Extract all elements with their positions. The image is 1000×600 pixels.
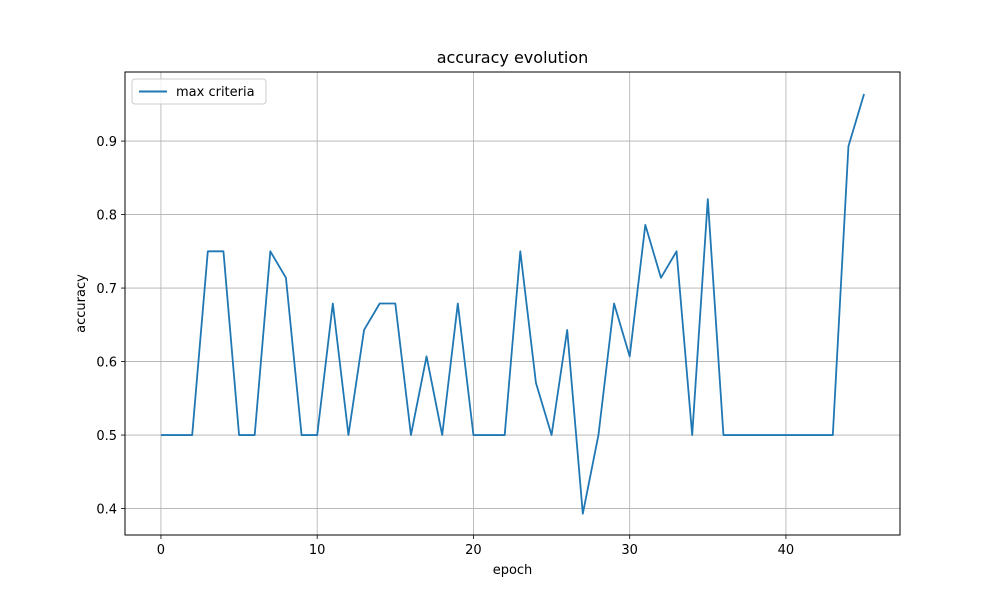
data-point xyxy=(473,434,474,435)
y-tick-label: 0.8 xyxy=(96,209,117,224)
data-point xyxy=(176,434,177,435)
data-point xyxy=(551,434,552,435)
data-point xyxy=(395,303,396,304)
y-tick-label: 0.4 xyxy=(96,503,117,518)
data-point xyxy=(348,434,349,435)
data-point xyxy=(723,434,724,435)
data-point xyxy=(660,277,661,278)
data-point xyxy=(317,434,318,435)
data-point xyxy=(223,251,224,252)
data-point xyxy=(301,434,302,435)
data-point xyxy=(770,434,771,435)
x-tick-label: 20 xyxy=(465,543,482,558)
data-point xyxy=(582,513,583,514)
data-point xyxy=(442,434,443,435)
y-tick-label: 0.7 xyxy=(96,282,117,297)
x-tick-label: 40 xyxy=(778,543,795,558)
data-point xyxy=(535,382,536,383)
data-point xyxy=(801,434,802,435)
data-point xyxy=(160,434,161,435)
data-point xyxy=(426,356,427,357)
data-point xyxy=(567,329,568,330)
data-point xyxy=(629,356,630,357)
legend-label: max criteria xyxy=(176,85,255,100)
y-tick-label: 0.5 xyxy=(96,429,117,444)
data-point xyxy=(379,303,380,304)
data-point xyxy=(692,434,693,435)
y-tick-label: 0.6 xyxy=(96,356,117,371)
data-point xyxy=(410,434,411,435)
plot-frame xyxy=(124,71,901,536)
data-point xyxy=(785,434,786,435)
y-tick-label: 0.9 xyxy=(96,135,117,150)
data-point xyxy=(254,434,255,435)
x-tick-label: 30 xyxy=(621,543,638,558)
data-point xyxy=(613,303,614,304)
data-point xyxy=(738,434,739,435)
ticks: 0 10 20 30 40 0.4 0.5 0.6 0.7 0.8 0.9 xyxy=(96,135,794,558)
data-point xyxy=(676,251,677,252)
y-axis-label: accuracy xyxy=(74,274,89,333)
chart-title: accuracy evolution xyxy=(437,48,589,67)
data-point xyxy=(207,251,208,252)
series-line xyxy=(160,93,865,515)
data-point xyxy=(504,434,505,435)
data-point xyxy=(285,277,286,278)
legend-box xyxy=(131,78,267,105)
series-layer xyxy=(160,93,865,515)
data-point xyxy=(363,329,364,330)
data-point xyxy=(332,303,333,304)
x-axis-label: epoch xyxy=(493,563,533,578)
data-point xyxy=(238,434,239,435)
data-point xyxy=(488,434,489,435)
data-point xyxy=(457,303,458,304)
data-point xyxy=(598,434,599,435)
data-point xyxy=(520,251,521,252)
data-point xyxy=(754,434,755,435)
data-point xyxy=(817,434,818,435)
legend: max criteria xyxy=(131,78,267,105)
x-tick-label: 0 xyxy=(157,543,165,558)
data-point xyxy=(270,251,271,252)
data-point xyxy=(707,199,708,200)
data-point xyxy=(192,434,193,435)
data-point xyxy=(863,93,864,94)
data-point xyxy=(645,224,646,225)
data-point xyxy=(832,434,833,435)
data-point xyxy=(848,146,849,147)
x-tick-label: 10 xyxy=(309,543,326,558)
